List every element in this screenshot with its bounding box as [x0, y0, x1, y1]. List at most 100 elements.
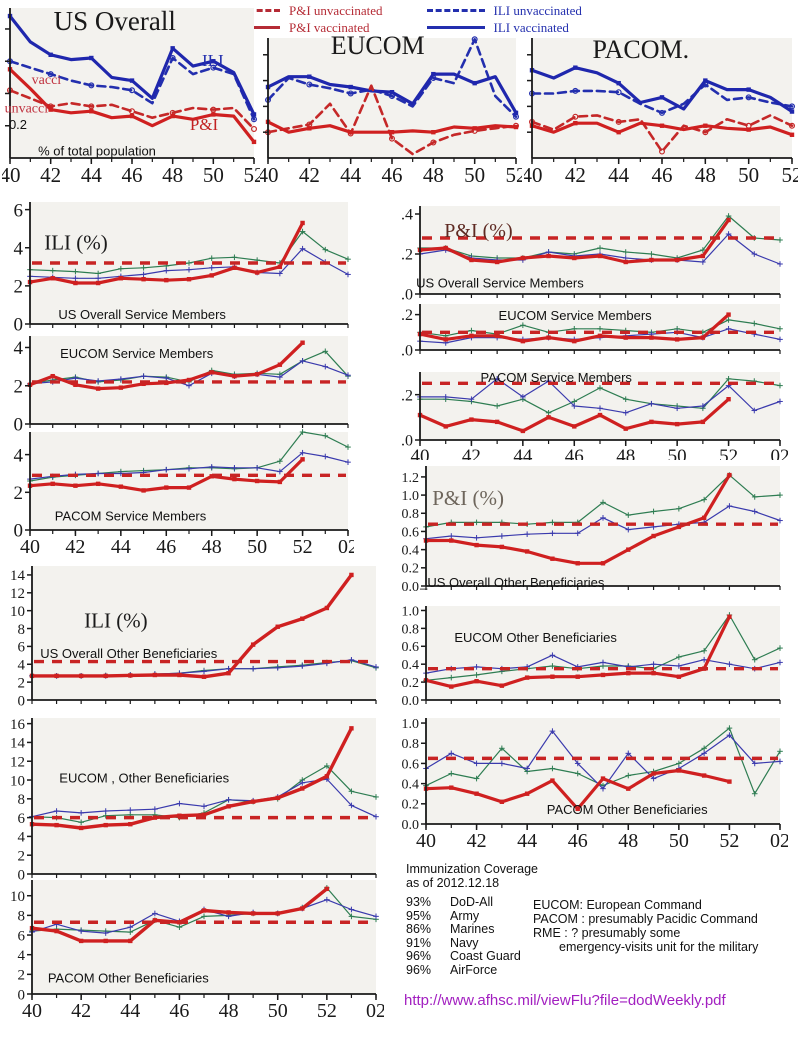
glossary-line: EUCOM: European Command: [533, 898, 702, 912]
svg-text:P&I: P&I: [190, 115, 219, 134]
glossary-line: RME : ? presumably some: [533, 926, 681, 940]
svg-text:50: 50: [738, 163, 759, 187]
svg-text:EUCOM Service Members: EUCOM Service Members: [60, 346, 214, 361]
svg-text:PACOM Service Members: PACOM Service Members: [55, 508, 207, 523]
svg-text:42: 42: [299, 163, 320, 187]
chart-pacom-population: 40 42 44 46 48 50 52 PACOM.: [522, 32, 800, 190]
chart-ili-eucom-other-beneficiaries: 0 2 4 6 8 10 12 14 16 EUCOM , Other Beneficiaries: [2, 712, 384, 884]
svg-text:0.0: 0.0: [402, 694, 420, 709]
svg-text:US Overall: US Overall: [54, 6, 176, 36]
svg-text:0: 0: [18, 987, 26, 1003]
legend-label: ILI unvaccinated: [493, 2, 582, 18]
svg-text:46: 46: [382, 163, 403, 187]
svg-text:50: 50: [669, 830, 689, 852]
chart-pi-pacom-other-beneficiaries: 0.0 0.2 0.4 0.6 0.8 1.0 40 42 44 46 48 50 52 02 PACOM …: [386, 712, 791, 858]
svg-text:02: 02: [338, 536, 354, 558]
coverage-row: 93% DoD-All: [406, 895, 494, 909]
svg-text:0.8: 0.8: [402, 622, 420, 637]
chart-ili-pacom-service-members: 0 2 4 40 42 44 46 48 50 52 02 PACOM Service Members: [2, 428, 358, 560]
svg-text:12: 12: [10, 754, 25, 770]
svg-text:44: 44: [517, 830, 537, 852]
svg-text:PACOM.: PACOM.: [593, 35, 690, 64]
svg-text:14: 14: [10, 736, 26, 752]
svg-text:0.4: 0.4: [402, 544, 420, 559]
svg-text:52: 52: [782, 163, 799, 187]
svg-text:2: 2: [14, 277, 24, 298]
svg-text:8: 8: [18, 792, 26, 808]
chart-pi-pacom-service-members: .0.2 40 42 44 46 48 50 52 02 PACOM Service Member…: [386, 368, 790, 467]
svg-text:52: 52: [317, 1000, 337, 1022]
coverage-row: 96% Coast Guard: [406, 949, 521, 963]
immunization-date: as of 2012.12.18: [406, 876, 500, 890]
svg-text:44: 44: [81, 163, 103, 187]
svg-text:0.0: 0.0: [402, 580, 420, 595]
svg-text:42: 42: [71, 1000, 91, 1022]
coverage-row: 96% AirForce: [406, 962, 498, 977]
svg-text:44: 44: [608, 163, 630, 187]
svg-text:.0: .0: [401, 287, 413, 304]
solid-line-sample-icon: [426, 26, 485, 29]
legend-item: ILI vaccinated: [426, 19, 582, 36]
source-url-link[interactable]: http://www.afhsc.mil/viewFlu?file=dodWee…: [404, 992, 726, 1009]
svg-text:42: 42: [565, 163, 586, 187]
svg-text:1.0: 1.0: [402, 717, 420, 732]
svg-text:10: 10: [10, 773, 25, 789]
svg-text:ILI: ILI: [202, 51, 224, 70]
svg-text:50: 50: [247, 536, 267, 558]
svg-text:0.6: 0.6: [402, 640, 420, 655]
svg-text:EUCOM Service Members: EUCOM Service Members: [499, 308, 653, 323]
chart-ili-us-overall-service-members: 0 2 4 6 ILI (%) US Overall Service Members: [2, 198, 354, 336]
svg-text:P&I (%): P&I (%): [432, 486, 504, 510]
svg-text:52: 52: [293, 536, 313, 558]
glossary-notes: EUCOM: European Command PACOM : presumabl…: [533, 898, 758, 954]
svg-text:.0: .0: [401, 343, 413, 356]
svg-text:42: 42: [40, 163, 61, 187]
svg-text:vacci: vacci: [32, 73, 62, 88]
svg-text:8: 8: [18, 909, 26, 925]
svg-text:0.2: 0.2: [402, 676, 420, 691]
svg-text:US Overall Service Members: US Overall Service Members: [58, 307, 226, 322]
svg-text:44: 44: [111, 536, 131, 558]
svg-text:10: 10: [10, 604, 25, 620]
svg-text:46: 46: [169, 1000, 189, 1022]
svg-text:US Overall Service Members: US Overall Service Members: [416, 276, 584, 291]
svg-text:PACOM Service Members: PACOM Service Members: [480, 370, 632, 385]
svg-text:0: 0: [14, 315, 24, 334]
svg-text:0: 0: [14, 521, 24, 542]
svg-text:.2: .2: [401, 387, 413, 404]
svg-text:ILI (%): ILI (%): [84, 608, 148, 632]
chart-pi-eucom-other-beneficiaries: 0.0 0.2 0.4 0.6 0.8 1.0 EUCOM Other Beneficiar…: [386, 600, 788, 710]
svg-text:44: 44: [120, 1000, 140, 1022]
svg-text:1.0: 1.0: [402, 489, 420, 504]
svg-text:1.2: 1.2: [402, 471, 420, 486]
immunization-coverage-block: Immunization Coverage as of 2012.12.18 9…: [406, 862, 538, 977]
svg-text:42: 42: [467, 830, 487, 852]
coverage-list: 93% DoD-All 95% Army 86% Marines 91% Navy 96% Coa…: [406, 895, 538, 977]
svg-text:40: 40: [2, 163, 21, 187]
svg-text:52: 52: [719, 830, 739, 852]
svg-text:50: 50: [203, 163, 224, 187]
svg-text:0.8: 0.8: [402, 737, 420, 752]
svg-text:0.2: 0.2: [402, 798, 420, 813]
svg-text:6: 6: [14, 200, 24, 221]
glossary-line: emergency-visits unit for the military: [559, 940, 759, 954]
svg-text:4: 4: [14, 238, 24, 259]
svg-text:2: 2: [18, 968, 26, 984]
chart-pi-us-overall-other-beneficiaries: 0.0 0.2 0.4 0.6 0.8 1.0 1.2 P&I (%) _US Overall …: [386, 458, 788, 598]
svg-text:4: 4: [18, 948, 26, 964]
svg-text:0.2: 0.2: [9, 117, 27, 132]
svg-text:02: 02: [770, 830, 788, 852]
svg-text:0: 0: [18, 693, 26, 709]
svg-text:42: 42: [65, 536, 85, 558]
svg-text:2: 2: [14, 376, 24, 397]
svg-text:0.4: 0.4: [402, 658, 420, 673]
chart-ili-eucom-service-members: 0 2 4 EUCOM Service Members: [2, 332, 354, 436]
svg-text:52: 52: [506, 163, 523, 187]
svg-text:46: 46: [156, 536, 176, 558]
svg-text:EUCOM , Other Beneficiaries: EUCOM , Other Beneficiaries: [59, 771, 229, 786]
svg-text:46: 46: [122, 163, 143, 187]
legend-label: P&I vaccinated: [289, 19, 370, 35]
svg-text:40: 40: [524, 163, 543, 187]
svg-text:.0: .0: [401, 433, 413, 450]
svg-text:ILI (%): ILI (%): [44, 231, 108, 255]
